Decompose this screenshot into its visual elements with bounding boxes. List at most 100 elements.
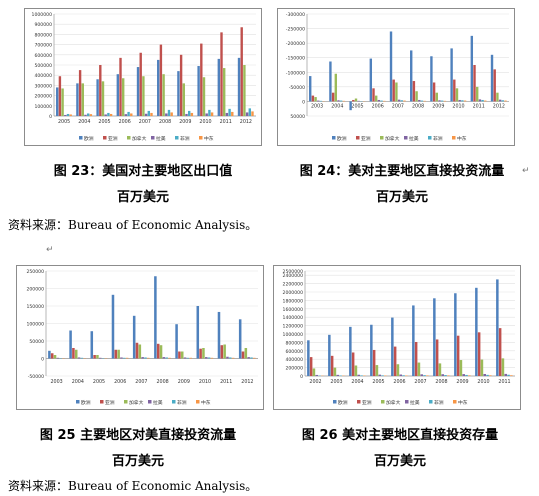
fig25-bar bbox=[207, 357, 211, 359]
fig23-bar bbox=[231, 111, 234, 116]
fig25-legend-swatch bbox=[148, 400, 152, 404]
fig23-bar bbox=[142, 76, 145, 116]
fig23-bar bbox=[104, 114, 107, 116]
fig24-bar bbox=[314, 97, 317, 102]
fig26-ytick-label: 1000000 bbox=[283, 332, 304, 338]
fig26-xtick-label: 2007 bbox=[414, 379, 426, 385]
fig23-bar bbox=[56, 87, 59, 116]
fig26-bar bbox=[336, 374, 339, 376]
fig23-bar bbox=[165, 113, 168, 116]
caption-fig24: 图 24：美对主要地区直接投资流量 百万美元 bbox=[277, 160, 527, 205]
fig23-bar bbox=[124, 114, 128, 116]
fig23-xtick-label: 2009 bbox=[179, 119, 191, 125]
fig25-bar bbox=[111, 294, 115, 359]
fig24-bar bbox=[311, 95, 315, 102]
fig24-bar bbox=[450, 48, 453, 102]
fig26-bar bbox=[312, 368, 316, 376]
fig25-bar bbox=[189, 357, 192, 359]
fig24-legend-swatch bbox=[404, 136, 408, 140]
chart-fig25: -50000 0 50000 100000 150000 200000 250000 2003… bbox=[16, 265, 264, 410]
fig25-xtick-label: 2007 bbox=[135, 379, 147, 385]
fig26-bar bbox=[399, 374, 402, 376]
fig24-frame bbox=[277, 8, 515, 146]
fig23-bar bbox=[228, 108, 231, 116]
fig26-bar bbox=[417, 362, 421, 376]
fig26-bar bbox=[447, 375, 450, 376]
fig24-bar bbox=[455, 88, 459, 102]
fig25-bar bbox=[253, 357, 256, 359]
fig23-bar bbox=[208, 109, 211, 116]
fig24-bar bbox=[389, 31, 393, 102]
fig25-xtick-label: 2005 bbox=[93, 379, 105, 385]
fig26-ytick-label: 2500000 bbox=[283, 269, 304, 275]
fig24-bar bbox=[478, 99, 482, 102]
fig24-bar bbox=[352, 99, 355, 102]
fig26-bar bbox=[477, 332, 481, 376]
fig25-legend-label: 亚洲 bbox=[105, 400, 115, 406]
fig25-legend-swatch bbox=[100, 400, 104, 404]
fig23-ytick-label: 800000 bbox=[34, 32, 52, 38]
fig23-bar bbox=[101, 81, 105, 116]
fig23-bar bbox=[220, 32, 223, 116]
fig25-bar bbox=[196, 306, 200, 359]
fig23-bar bbox=[116, 74, 120, 116]
fig26-legend-label: 加拿大 bbox=[386, 399, 401, 406]
fig24-bar bbox=[319, 100, 323, 102]
fig25-ytick-label: 200000 bbox=[26, 287, 44, 293]
caption-fig24-unit: 百万美元 bbox=[375, 190, 428, 205]
fig25-bar bbox=[226, 356, 229, 359]
fig24-bar bbox=[496, 92, 499, 102]
fig25-bar bbox=[199, 348, 202, 359]
fig25-legend-label: 非洲 bbox=[177, 399, 187, 406]
fig23-bar bbox=[81, 83, 84, 116]
fig23-bar bbox=[248, 108, 251, 116]
fig23-ytick-label: 500000 bbox=[34, 63, 52, 69]
fig24-ytick-label: 50000 bbox=[290, 114, 305, 120]
fig24-bar bbox=[458, 99, 461, 102]
fig24-bar bbox=[461, 100, 464, 102]
fig23-bar bbox=[170, 112, 173, 116]
chart-fig23: 0 100000 200000 300000 400000 500000 600000 700… bbox=[24, 8, 262, 146]
fig25-bar bbox=[220, 345, 224, 359]
fig25-xtick-label: 2003 bbox=[50, 379, 62, 385]
fig25-bar bbox=[56, 357, 60, 359]
fig26-bar bbox=[381, 375, 384, 376]
fig23-ytick-label: 300000 bbox=[34, 83, 52, 89]
fig23-legend-swatch bbox=[199, 136, 203, 140]
fig23-legend-label: 非洲 bbox=[180, 135, 190, 142]
fig26-bar bbox=[405, 375, 408, 376]
fig23-bar bbox=[243, 65, 246, 116]
fig26-legend-label: 亚洲 bbox=[362, 400, 372, 406]
fig24-legend-swatch bbox=[428, 136, 432, 140]
fig23-bar bbox=[127, 111, 130, 116]
fig24-bar bbox=[430, 56, 433, 102]
fig24-bar bbox=[410, 50, 413, 102]
fig23-bar bbox=[210, 112, 214, 116]
fig26-bar bbox=[504, 373, 507, 376]
fig26-bar bbox=[333, 367, 337, 376]
fig23-bar bbox=[99, 65, 102, 116]
fig26-bar bbox=[489, 375, 492, 376]
fig23-xtick-label: 2004 bbox=[78, 119, 90, 125]
fig24-bar bbox=[418, 99, 421, 102]
fig25-xtick-label: 2006 bbox=[114, 379, 126, 385]
fig23-ytick-label: 700000 bbox=[34, 43, 52, 49]
fig26-ytick-label: 2000000 bbox=[283, 290, 304, 296]
fig26-bar bbox=[462, 374, 465, 376]
fig25-bar bbox=[120, 357, 123, 359]
fig24-ytick-label: -250000 bbox=[286, 27, 305, 33]
fig24-bar bbox=[493, 69, 496, 102]
fig26-bar bbox=[459, 360, 463, 376]
fig25-legend-swatch bbox=[172, 400, 176, 404]
fig24-bar bbox=[403, 100, 406, 102]
fig25-bar bbox=[123, 357, 126, 359]
fig26-xtick-label: 2003 bbox=[330, 379, 342, 385]
fig25-bar bbox=[135, 342, 139, 359]
fig25-bar bbox=[50, 353, 54, 359]
fig25-bar bbox=[231, 357, 235, 359]
fig26-bar bbox=[309, 357, 313, 376]
fig26-bar bbox=[339, 375, 342, 376]
fig25-bar bbox=[238, 319, 242, 359]
fig24-ytick-label: -150000 bbox=[286, 56, 305, 62]
fig23-bar bbox=[245, 112, 249, 116]
